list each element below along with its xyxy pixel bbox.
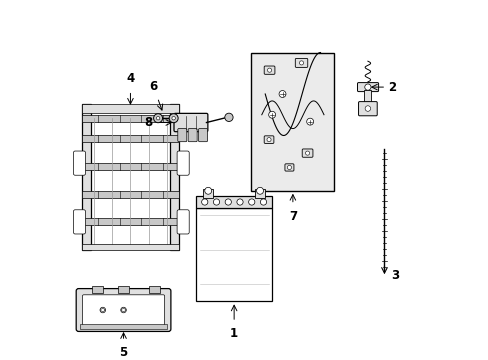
Bar [82, 135, 179, 143]
Text: 4: 4 [126, 72, 134, 85]
Text: 7: 7 [288, 210, 296, 223]
Circle shape [172, 117, 175, 120]
Circle shape [306, 118, 313, 125]
Bar [196, 196, 272, 208]
Circle shape [236, 199, 243, 205]
Circle shape [224, 113, 233, 121]
Bar [254, 189, 264, 198]
Bar [82, 191, 179, 198]
Circle shape [248, 199, 254, 205]
Text: 6: 6 [148, 80, 157, 93]
Circle shape [305, 151, 309, 155]
FancyBboxPatch shape [177, 210, 189, 234]
Circle shape [364, 84, 370, 90]
Text: 3: 3 [390, 269, 399, 282]
Bar [170, 104, 179, 249]
FancyBboxPatch shape [285, 164, 293, 171]
Circle shape [268, 111, 275, 118]
Circle shape [224, 199, 231, 205]
Circle shape [100, 307, 105, 313]
Bar [118, 286, 128, 293]
Circle shape [260, 199, 266, 205]
FancyBboxPatch shape [73, 210, 85, 234]
FancyBboxPatch shape [177, 151, 189, 175]
FancyBboxPatch shape [295, 58, 307, 67]
Circle shape [213, 199, 219, 205]
Circle shape [121, 307, 126, 313]
FancyBboxPatch shape [358, 102, 376, 116]
Circle shape [201, 199, 207, 205]
Circle shape [204, 187, 211, 194]
FancyBboxPatch shape [302, 149, 312, 157]
Bar [82, 163, 179, 170]
Text: 2: 2 [388, 81, 396, 94]
FancyBboxPatch shape [73, 151, 85, 175]
FancyBboxPatch shape [76, 289, 170, 332]
Circle shape [153, 114, 162, 123]
Bar [364, 90, 370, 104]
Circle shape [266, 138, 270, 142]
Bar [92, 286, 102, 293]
FancyBboxPatch shape [198, 129, 207, 142]
Bar [82, 115, 179, 122]
FancyBboxPatch shape [188, 129, 197, 142]
Circle shape [365, 106, 370, 111]
Text: 1: 1 [229, 327, 238, 340]
Circle shape [267, 68, 271, 72]
Circle shape [256, 187, 263, 194]
Bar [80, 324, 166, 329]
FancyBboxPatch shape [264, 66, 274, 74]
Bar [82, 244, 179, 249]
Bar [203, 189, 213, 198]
Text: 8: 8 [144, 116, 153, 129]
Bar [82, 104, 90, 249]
FancyBboxPatch shape [178, 129, 186, 142]
FancyBboxPatch shape [174, 113, 207, 132]
Bar [196, 208, 272, 301]
Text: 5: 5 [119, 346, 127, 359]
Bar [82, 219, 179, 225]
Bar [251, 53, 334, 191]
FancyBboxPatch shape [264, 136, 273, 143]
Circle shape [287, 165, 291, 170]
Bar [149, 286, 160, 293]
Bar [82, 104, 179, 113]
FancyBboxPatch shape [357, 82, 378, 91]
Circle shape [169, 114, 178, 123]
Circle shape [279, 91, 285, 98]
Circle shape [156, 117, 160, 120]
Circle shape [299, 61, 303, 65]
FancyBboxPatch shape [82, 295, 164, 325]
